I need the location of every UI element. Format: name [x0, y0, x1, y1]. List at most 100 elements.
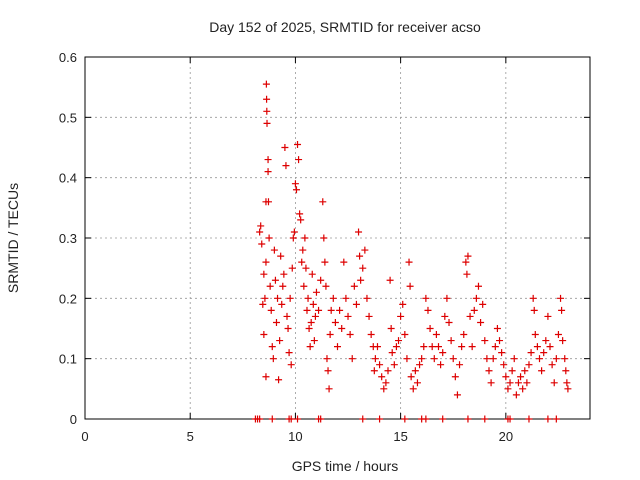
data-point: [303, 306, 311, 314]
data-point: [284, 325, 292, 332]
data-point: [405, 258, 413, 266]
data-point: [311, 312, 319, 320]
data-point: [536, 355, 543, 363]
data-point: [395, 337, 403, 345]
data-point: [525, 361, 533, 369]
data-point: [521, 367, 529, 375]
data-point: [493, 325, 501, 332]
data-point: [506, 415, 514, 423]
data-point: [552, 355, 560, 363]
data-point: [559, 337, 567, 345]
data-point: [554, 331, 562, 339]
data-point: [348, 355, 356, 363]
data-point: [294, 415, 302, 423]
data-point: [439, 415, 447, 423]
data-point: [562, 367, 570, 375]
data-point: [464, 252, 472, 260]
data-point: [558, 306, 566, 314]
data-point: [523, 379, 531, 387]
data-point: [466, 312, 474, 320]
data-point: [504, 385, 512, 393]
data-point: [479, 300, 487, 308]
data-point: [290, 228, 298, 236]
data-point: [276, 337, 284, 345]
data-point: [317, 415, 325, 423]
data-point: [334, 343, 341, 351]
data-point: [533, 343, 541, 351]
data-point: [317, 276, 325, 284]
data-point: [260, 270, 268, 278]
data-point: [331, 318, 339, 326]
data-point: [418, 355, 426, 363]
data-point: [268, 415, 276, 423]
data-point: [564, 385, 572, 393]
data-point: [428, 343, 436, 351]
data-point: [464, 415, 472, 423]
data-point: [491, 343, 499, 351]
y-tick-label: 0: [70, 412, 77, 427]
data-point: [384, 367, 392, 375]
data-point: [376, 415, 384, 423]
data-point: [552, 415, 560, 423]
x-tick-label: 5: [187, 429, 194, 444]
data-point: [460, 331, 468, 339]
data-point: [496, 337, 504, 345]
data-point: [500, 361, 508, 369]
data-point: [319, 198, 327, 206]
x-tick-label: 20: [499, 429, 513, 444]
data-point: [340, 258, 348, 266]
data-point: [264, 198, 272, 206]
data-point: [260, 331, 268, 339]
data-point: [363, 294, 371, 302]
data-point: [548, 361, 556, 369]
data-point: [264, 156, 272, 164]
data-point: [257, 222, 265, 230]
data-point: [422, 294, 430, 302]
x-axis-label: GPS time / hours: [292, 458, 399, 474]
data-point: [489, 355, 497, 363]
y-tick-label: 0.5: [59, 110, 77, 125]
data-point: [443, 294, 451, 302]
data-point: [525, 415, 533, 423]
y-axis-label: SRMTID / TECUs: [5, 183, 21, 293]
data-point: [268, 343, 276, 351]
data-point: [387, 325, 395, 332]
data-point: [544, 415, 552, 423]
data-point: [514, 379, 522, 387]
data-point: [463, 270, 471, 278]
data-point: [397, 312, 405, 320]
data-point: [510, 355, 518, 363]
data-point: [472, 294, 480, 302]
y-tick-label: 0.3: [59, 231, 77, 246]
data-point: [327, 306, 335, 314]
data-point: [315, 306, 323, 314]
data-point: [371, 355, 379, 363]
data-point: [271, 276, 279, 284]
data-point: [346, 331, 354, 339]
y-tick-label: 0.4: [59, 171, 77, 186]
data-point: [527, 349, 535, 357]
data-point: [502, 373, 510, 381]
data-point: [477, 318, 485, 326]
data-point: [298, 258, 306, 266]
data-point: [422, 415, 430, 423]
data-point: [401, 331, 409, 339]
data-point: [403, 355, 411, 363]
data-point: [445, 318, 453, 326]
y-tick-label: 0.6: [59, 50, 77, 65]
data-point: [312, 288, 320, 296]
data-point: [263, 107, 271, 115]
data-point: [350, 282, 358, 290]
data-point: [301, 234, 309, 242]
data-point: [468, 343, 476, 351]
data-point: [435, 343, 442, 351]
data-point: [262, 373, 270, 381]
x-tick-label: 15: [393, 429, 407, 444]
data-point: [563, 379, 571, 387]
data-point: [294, 140, 302, 148]
data-point: [309, 300, 317, 308]
data-point: [399, 300, 407, 308]
data-point: [424, 306, 432, 314]
